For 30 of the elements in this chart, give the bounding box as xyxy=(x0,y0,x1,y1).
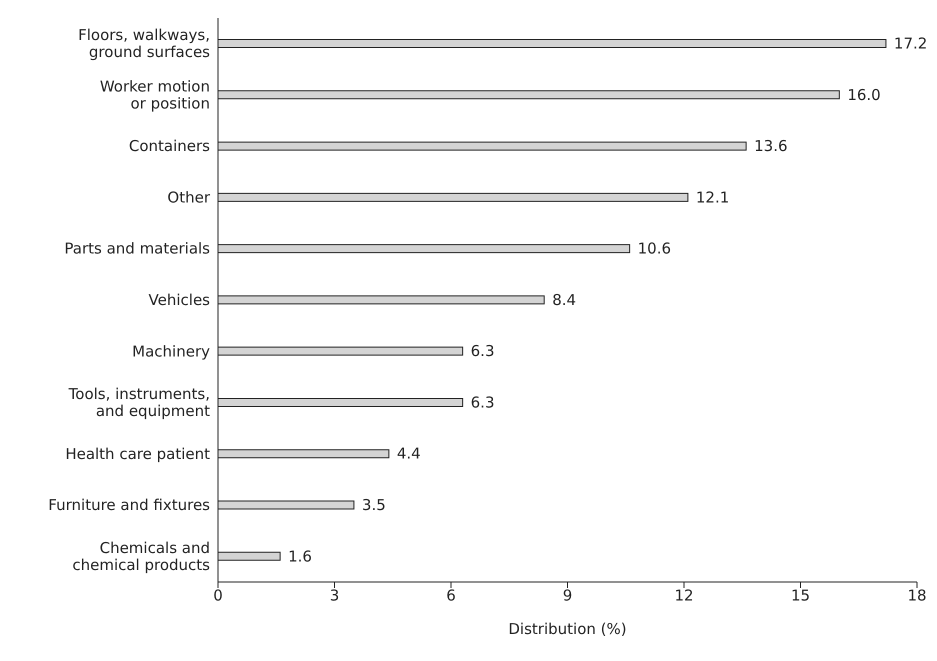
x-tick-label: 0 xyxy=(213,586,223,605)
data-label: 4.4 xyxy=(396,444,421,463)
y-tick-label: Worker motion or position xyxy=(100,77,210,112)
y-tick-label: Health care patient xyxy=(65,444,210,463)
x-tick-label: 6 xyxy=(446,586,456,605)
data-label: 12.1 xyxy=(696,188,730,206)
y-tick-label: Furniture and fixtures xyxy=(48,496,210,514)
y-tick-label: Other xyxy=(167,188,211,206)
data-label: 8.4 xyxy=(552,290,576,309)
x-tick-label: 3 xyxy=(330,586,340,605)
data-label: 1.6 xyxy=(288,547,312,566)
y-tick-label: Parts and materials xyxy=(64,240,210,258)
data-label: 13.6 xyxy=(754,137,788,156)
y-tick-label: Tools, instruments, and equipment xyxy=(68,385,210,420)
data-label: 10.6 xyxy=(638,240,672,258)
data-label: 16.0 xyxy=(847,86,881,104)
data-label: 6.3 xyxy=(470,393,495,412)
x-tick-label: 18 xyxy=(907,586,927,605)
y-tick-label: Floors, walkways, ground surfaces xyxy=(78,26,210,62)
data-label: 3.5 xyxy=(362,496,386,514)
x-axis-title: Distribution (%) xyxy=(508,620,627,638)
data-label: 17.2 xyxy=(894,34,928,53)
x-tick-label: 12 xyxy=(674,586,694,605)
y-tick-label: Containers xyxy=(128,137,210,156)
x-tick-label: 15 xyxy=(790,586,810,605)
x-tick-label: 9 xyxy=(562,586,572,605)
data-label: 6.3 xyxy=(470,342,495,360)
y-tick-label: Chemicals and chemical products xyxy=(72,538,210,574)
y-tick-label: Machinery xyxy=(132,342,210,360)
y-tick-label: Vehicles xyxy=(148,291,210,309)
